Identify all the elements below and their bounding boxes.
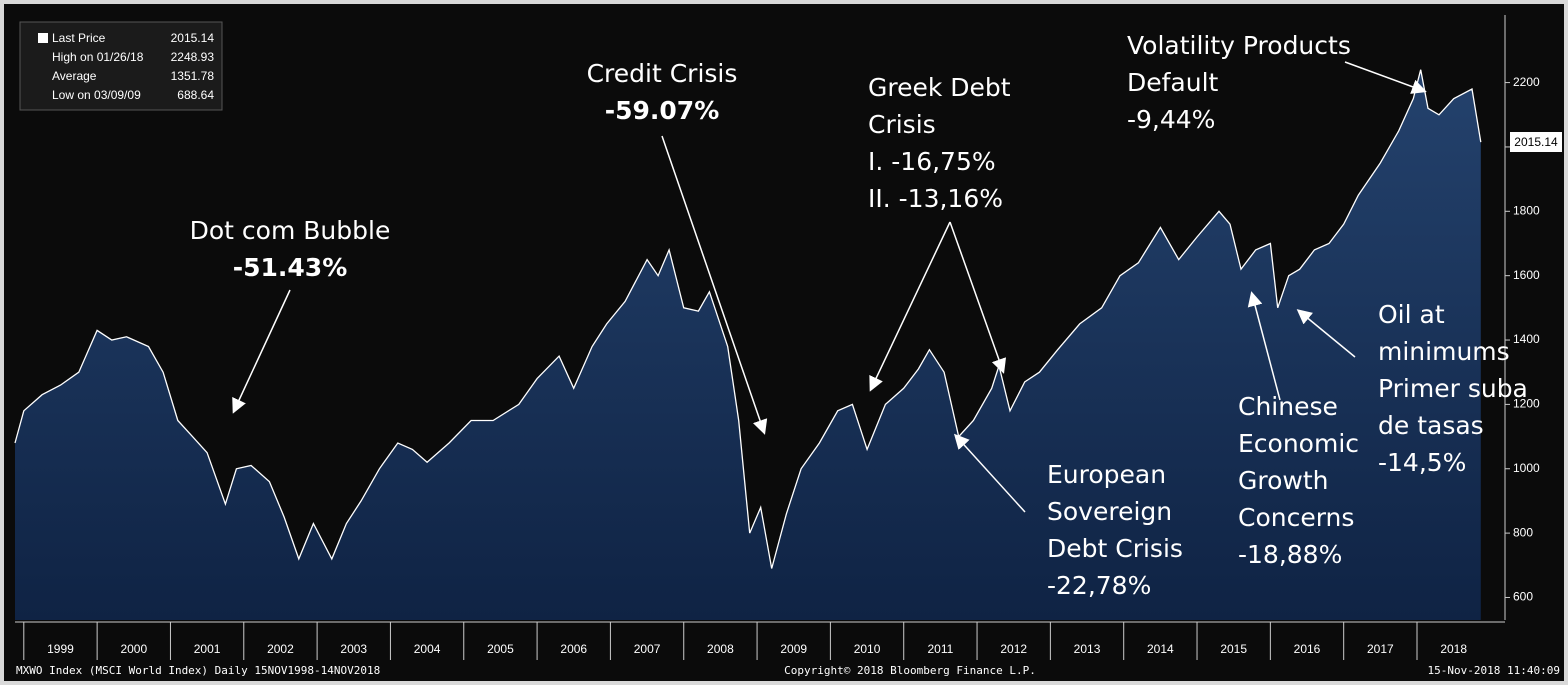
- x-tick-label: 2002: [267, 642, 294, 656]
- x-tick-label: 2012: [1000, 642, 1027, 656]
- footer-right: 15-Nov-2018 11:40:09: [1428, 664, 1560, 677]
- arrow: [1344, 61, 1427, 94]
- annotation: Chinese: [1238, 392, 1338, 421]
- legend-value: 688.64: [177, 88, 214, 102]
- x-tick-label: 2009: [780, 642, 807, 656]
- y-tick-label: 1400: [1513, 332, 1540, 346]
- x-tick-label: 2018: [1440, 642, 1467, 656]
- x-tick-label: 2016: [1294, 642, 1321, 656]
- annotation: Crisis: [868, 110, 936, 139]
- legend-value: 2015.14: [171, 31, 215, 45]
- annotation: -51.43%: [233, 253, 348, 282]
- annotation: European: [1047, 460, 1166, 489]
- annotation: I. -16,75%: [868, 147, 996, 176]
- y-tick-label: 800: [1513, 525, 1533, 539]
- legend-label: Average: [52, 69, 97, 83]
- annotation: Concerns: [1238, 503, 1354, 532]
- y-tick-label: 2200: [1513, 75, 1540, 89]
- legend-box: [19, 21, 223, 111]
- x-tick-label: 2010: [854, 642, 881, 656]
- footer-center: Copyright© 2018 Bloomberg Finance L.P.: [784, 664, 1036, 677]
- annotation: -14,5%: [1378, 448, 1466, 477]
- annotation: Default: [1127, 68, 1219, 97]
- annotation: II. -13,16%: [868, 184, 1003, 213]
- annotation: Dot com Bubble: [190, 216, 391, 245]
- x-tick-label: 2014: [1147, 642, 1174, 656]
- annotation: minimums: [1378, 337, 1510, 366]
- annotation: Sovereign: [1047, 497, 1172, 526]
- annotation: de tasas: [1378, 411, 1484, 440]
- price-tag: [1510, 132, 1562, 152]
- arrow: [949, 221, 1007, 374]
- annotation: Primer suba: [1378, 374, 1528, 403]
- legend-value: 2248.93: [171, 50, 215, 64]
- x-tick-label: 1999: [47, 642, 74, 656]
- x-tick-label: 2005: [487, 642, 514, 656]
- x-tick-label: 2003: [340, 642, 367, 656]
- annotation: Greek Debt: [868, 73, 1011, 102]
- arrow: [661, 135, 768, 435]
- legend-label: Last Price: [52, 31, 106, 45]
- legend-value: 1351.78: [171, 69, 215, 83]
- x-tick-label: 2004: [414, 642, 441, 656]
- footer-left: MXWO Index (MSCI World Index) Daily 15NO…: [16, 664, 380, 677]
- y-tick-label: 600: [1513, 590, 1533, 604]
- annotation: Credit Crisis: [587, 59, 738, 88]
- price-line: [14, 69, 1482, 569]
- arrows: [232, 61, 1427, 513]
- annotation: Economic: [1238, 429, 1359, 458]
- annotation: -18,88%: [1238, 540, 1342, 569]
- arrow: [1296, 309, 1356, 358]
- x-tick-label: 2000: [120, 642, 147, 656]
- y-tick-label: 1600: [1513, 268, 1540, 282]
- x-tick-label: 2017: [1367, 642, 1394, 656]
- annotation: -59.07%: [605, 96, 720, 125]
- annotation: Growth: [1238, 466, 1329, 495]
- x-tick-label: 2015: [1220, 642, 1247, 656]
- x-tick-label: 2013: [1074, 642, 1101, 656]
- annotation: -9,44%: [1127, 105, 1215, 134]
- annotation: Oil at: [1378, 300, 1445, 329]
- arrow: [1247, 291, 1281, 401]
- y-tick-label: 1800: [1513, 203, 1540, 217]
- x-tick-label: 2008: [707, 642, 734, 656]
- price-tag-label: 2015.14: [1514, 135, 1558, 149]
- y-tick-label: 1000: [1513, 461, 1540, 475]
- x-tick-label: 2011: [927, 642, 953, 656]
- legend-label: High on 01/26/18: [52, 50, 144, 64]
- annotation: -22,78%: [1047, 571, 1151, 600]
- annotation: Debt Crisis: [1047, 534, 1183, 563]
- legend: Last Price 2015.14 High on 01/26/18 2248…: [19, 21, 223, 111]
- legend-label: Low on 03/09/09: [52, 88, 141, 102]
- legend-swatch: [38, 33, 48, 43]
- arrow: [953, 433, 1026, 513]
- annotation: Volatility Products: [1127, 31, 1351, 60]
- y-tick-label: 1200: [1513, 397, 1540, 411]
- x-tick-label: 2001: [194, 642, 221, 656]
- area: [15, 69, 1481, 620]
- arrow: [869, 221, 951, 392]
- x-tick-label: 2007: [634, 642, 661, 656]
- arrow: [232, 289, 291, 414]
- x-tick-label: 2006: [560, 642, 587, 656]
